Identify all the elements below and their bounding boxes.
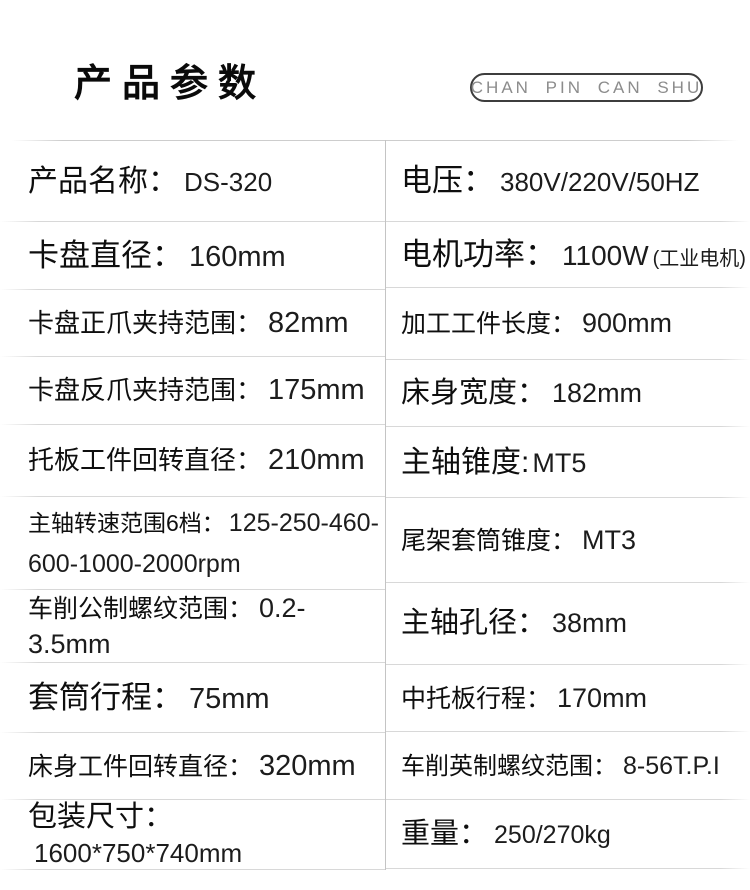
spec-label: 产品名称：: [28, 165, 178, 198]
spec-value: 900mm: [582, 308, 673, 339]
spec-row-jaw-normal-range: 卡盘正爪夹持范围： 82mm: [0, 290, 385, 357]
spec-label: 床身工件回转直径：: [28, 752, 254, 781]
spec-value: DS-320: [184, 167, 273, 197]
spec-row-quill-travel: 套筒行程： 75mm: [0, 663, 385, 733]
spec-label: 包装尺寸：: [28, 801, 174, 834]
spec-value: 8-56T.P.I: [623, 751, 720, 780]
spec-label: 卡盘正爪夹持范围：: [28, 307, 263, 338]
spec-row-jaw-reverse-range: 卡盘反爪夹持范围： 175mm: [0, 357, 385, 425]
spec-label: 车削公制螺纹范围：: [28, 595, 254, 624]
spec-row-voltage: 电压： 380V/220V/50HZ: [386, 141, 750, 222]
spec-row-weight: 重量： 250/270kg: [386, 800, 750, 869]
spec-row-motor-power: 电机功率： 1100W (工业电机): [386, 222, 750, 288]
spec-value: 125-250-460-600-1000-2000rpm: [28, 509, 379, 578]
spec-row-product-name: 产品名称： DS-320: [0, 141, 385, 222]
spec-value: 160mm: [189, 240, 286, 273]
spec-value: 175mm: [268, 374, 365, 407]
column-divider: [385, 140, 386, 870]
spec-value: 210mm: [268, 444, 365, 477]
spec-row-cross-slide-travel: 中托板行程： 170mm: [386, 665, 750, 732]
spec-label: 床身宽度：: [401, 376, 547, 409]
spec-row-spindle-taper: 主轴锥度: MT5: [386, 427, 750, 498]
spec-label: 套筒行程：: [28, 679, 183, 715]
spec-row-chuck-diameter: 卡盘直径： 160mm: [0, 222, 385, 290]
spec-row-spindle-speeds: 主轴转速范围6档： 125-250-460-600-1000-2000rpm: [0, 497, 385, 590]
spec-value: 250/270kg: [494, 820, 611, 849]
subtitle-pill: CHAN PIN CAN SHU: [470, 73, 703, 102]
spec-label: 卡盘直径：: [28, 237, 183, 273]
table-top-border: [12, 140, 738, 141]
spec-value: 1600*750*740mm: [34, 837, 243, 868]
spec-label: 车削英制螺纹范围：: [401, 752, 617, 780]
spec-label: 电机功率：: [401, 236, 556, 272]
spec-label: 尾架套筒锥度：: [401, 526, 577, 555]
spec-value: 38mm: [552, 608, 628, 639]
spec-label: 中托板行程：: [401, 684, 552, 713]
subtitle-text: CHAN PIN CAN SHU: [470, 77, 703, 97]
spec-row-workpiece-length: 加工工件长度： 900mm: [386, 288, 750, 360]
spec-label: 电压：: [401, 163, 494, 199]
spec-row-swing-over-bed: 床身工件回转直径： 320mm: [0, 733, 385, 800]
spec-row-spindle-bore: 主轴孔径： 38mm: [386, 583, 750, 665]
spec-value-note: (工业电机): [652, 247, 746, 270]
page-title: 产品参数: [74, 63, 267, 105]
spec-label: 加工工件长度：: [401, 310, 577, 339]
spec-value: MT5: [532, 448, 587, 478]
spec-row-tailstock-taper: 尾架套筒锥度： MT3: [386, 498, 750, 583]
spec-label: 卡盘反爪夹持范围：: [28, 375, 263, 406]
spec-value: MT3: [582, 524, 637, 555]
spec-label: 重量：: [401, 817, 489, 850]
spec-row-bed-width: 床身宽度： 182mm: [386, 360, 750, 427]
spec-row-imperial-thread-range: 车削英制螺纹范围： 8-56T.P.I: [386, 732, 750, 800]
spec-label: 主轴锥度:: [401, 446, 530, 479]
spec-value: 82mm: [268, 306, 349, 339]
spec-label: 托板工件回转直径：: [28, 445, 263, 476]
spec-value: 0.2-3.5mm: [28, 593, 306, 659]
spec-value: 170mm: [557, 682, 648, 713]
spec-value: 1100W: [562, 239, 649, 271]
spec-column-right: 电压： 380V/220V/50HZ 电机功率： 1100W (工业电机) 加工工件长…: [386, 141, 750, 869]
spec-row-package-size: 包装尺寸：1600*750*740mm: [0, 800, 385, 870]
spec-row-swing-over-slide: 托板工件回转直径： 210mm: [0, 425, 385, 497]
spec-value: 320mm: [259, 749, 356, 782]
spec-value: 75mm: [189, 682, 270, 715]
spec-label: 主轴孔径：: [401, 607, 547, 640]
spec-column-left: 产品名称： DS-320 卡盘直径： 160mm 卡盘正爪夹持范围： 82mm 卡盘反…: [0, 141, 385, 870]
spec-value: 182mm: [552, 377, 643, 408]
spec-value: 380V/220V/50HZ: [500, 167, 700, 198]
spec-row-metric-thread-range: 车削公制螺纹范围： 0.2-3.5mm: [0, 590, 385, 663]
spec-label: 主轴转速范围6档：: [28, 510, 225, 536]
